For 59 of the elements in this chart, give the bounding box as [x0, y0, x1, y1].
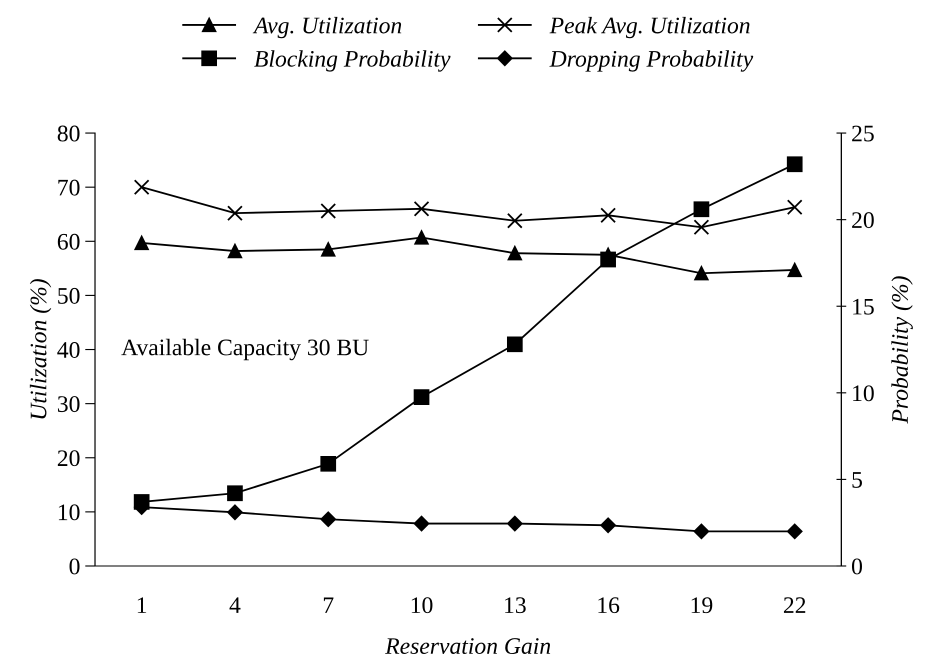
x-tick-label: 16: [598, 597, 620, 614]
legend-label: Dropping Probability: [549, 50, 754, 72]
y-tick-label: 60: [58, 234, 80, 250]
point: [506, 212, 523, 229]
point: [414, 200, 430, 217]
y-tick-label: 40: [57, 342, 80, 358]
x-tick-label: 7: [324, 597, 334, 613]
point: [507, 516, 523, 532]
y2-tick-label: 20: [852, 212, 874, 228]
y2-tick-label: 0: [852, 558, 862, 574]
point: [414, 516, 430, 532]
y-tick-label: 50: [58, 288, 80, 304]
x-tick-label: 19: [692, 597, 712, 614]
point: [786, 156, 803, 172]
point: [227, 504, 243, 520]
y-tick-label: 10: [58, 504, 80, 520]
legend-label: Blocking Probability: [254, 50, 451, 72]
y2-tick-label: 10: [853, 385, 874, 402]
point: [506, 336, 523, 352]
point: [508, 246, 522, 260]
y2-axis-title: Probability (%): [891, 276, 913, 424]
y-tick-label: 20: [58, 450, 80, 466]
y-tick-label: 80: [58, 126, 80, 142]
y-tick-label: 70: [58, 180, 80, 196]
x-tick-label: 13: [505, 597, 526, 614]
point: [321, 242, 336, 257]
point: [694, 201, 710, 218]
y-tick-label: 0: [70, 558, 80, 574]
legend-label: Peak Avg. Utilization: [550, 16, 750, 38]
point: [320, 203, 336, 219]
point: [320, 456, 336, 472]
point: [786, 199, 803, 216]
x-tick-label: 22: [784, 597, 806, 613]
point: [788, 262, 802, 278]
x-tick-label: 1: [138, 597, 146, 613]
point: [228, 244, 242, 258]
x-tick-label: 4: [230, 597, 240, 613]
point: [786, 524, 802, 540]
point: [694, 524, 710, 540]
point: [694, 266, 709, 280]
y2-tick-label: 15: [853, 298, 874, 315]
y-axis-title: Utilization (%): [30, 279, 52, 419]
point: [414, 389, 430, 405]
point: [227, 485, 243, 502]
y2-tick-label: 5: [852, 472, 862, 488]
point: [227, 205, 243, 222]
point: [694, 219, 710, 236]
point: [600, 518, 616, 534]
x-axis-title: Reservation Gain: [385, 638, 550, 654]
annotation: Available Capacity 30 BU: [121, 338, 369, 360]
point: [414, 230, 429, 245]
point: [134, 236, 149, 250]
point: [600, 207, 616, 224]
y2-tick-label: 25: [852, 126, 874, 142]
x-tick-label: 10: [412, 597, 432, 614]
point: [320, 511, 336, 528]
legend-label: Avg. Utilization: [252, 16, 402, 38]
y-tick-label: 30: [58, 396, 80, 412]
point: [134, 179, 150, 196]
